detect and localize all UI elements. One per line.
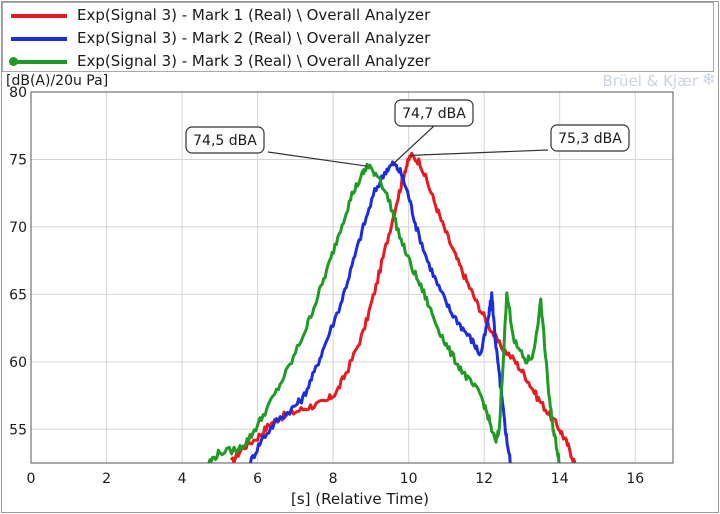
callout-leader-line (393, 125, 435, 164)
x-tick-label: 6 (253, 471, 262, 487)
x-tick-label: 8 (329, 471, 338, 487)
x-tick-label: 2 (102, 471, 111, 487)
legend-item-mark-3[interactable]: Exp(Signal 3) - Mark 3 (Real) \ Overall … (9, 51, 531, 73)
callout-2: 74,7 dBA (393, 99, 474, 164)
series-line-2[interactable] (248, 160, 512, 466)
callout-leader-line (267, 151, 368, 167)
x-tick-label: 10 (400, 471, 418, 487)
series-line-3[interactable] (207, 162, 561, 464)
y-tick-label: 80 (9, 85, 27, 101)
legend-item-mark-2[interactable]: Exp(Signal 3) - Mark 2 (Real) \ Overall … (11, 28, 531, 50)
legend-item-mark-1[interactable]: Exp(Signal 3) - Mark 1 (Real) \ Overall … (11, 5, 531, 27)
x-tick-label: 16 (626, 471, 644, 487)
y-axis-label: [dB(A)/20u Pa] (6, 73, 109, 89)
snowflake-logo-icon: ❄ (701, 70, 716, 90)
callout-1: 74,5 dBA (185, 126, 368, 167)
series-group (207, 151, 577, 466)
callout-3: 75,3 dBA (410, 124, 630, 157)
callout-leader-line (410, 149, 549, 157)
callout-box (185, 126, 265, 154)
legend-label-mark-2: Exp(Signal 3) - Mark 2 (Real) \ Overall … (77, 29, 431, 47)
callout-label: 74,5 dBA (193, 133, 257, 149)
x-tick-label: 4 (178, 471, 187, 487)
y-tick-label: 70 (9, 220, 27, 236)
y-tick-label: 55 (9, 422, 27, 438)
y-tick-label: 65 (9, 287, 27, 303)
legend-swatch-red-line-icon (11, 14, 67, 18)
callout-label: 75,3 dBA (558, 131, 622, 147)
legend-label-mark-1: Exp(Signal 3) - Mark 1 (Real) \ Overall … (77, 6, 431, 24)
y-tick-label: 75 (9, 152, 27, 168)
callouts: 74,5 dBA 74,7 dBA 75,3 dBA (185, 99, 630, 167)
x-tick-label: 12 (475, 471, 493, 487)
callout-box (394, 99, 474, 127)
x-tick-label: 0 (27, 471, 36, 487)
callout-box (550, 124, 630, 152)
x-axis-ticks: 0 2 4 6 8 10 12 14 16 (27, 471, 645, 487)
legend-label-mark-3: Exp(Signal 3) - Mark 3 (Real) \ Overall … (77, 52, 431, 70)
legend-marker-dot-icon (9, 57, 18, 66)
legend-swatch-blue-line-icon (11, 37, 67, 41)
y-axis-ticks: 55 60 65 70 75 80 (9, 85, 27, 438)
callout-label: 74,7 dBA (402, 106, 466, 122)
y-tick-label: 60 (9, 355, 27, 371)
series-line-1[interactable] (229, 151, 577, 463)
brand-logo: Brüel & Kjær (602, 72, 699, 90)
plot-area-border (30, 91, 674, 464)
legend-swatch-green-line-icon (11, 60, 67, 64)
x-tick-label: 14 (551, 471, 569, 487)
x-axis-label: [s] (Relative Time) (291, 490, 429, 508)
legend: Exp(Signal 3) - Mark 1 (Real) \ Overall … (2, 2, 714, 72)
